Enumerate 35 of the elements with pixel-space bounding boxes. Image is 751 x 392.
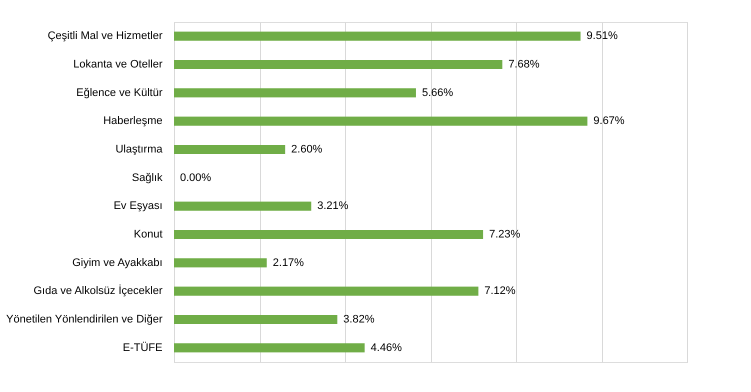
- bar: [174, 314, 338, 324]
- data-label: 7.23%: [489, 228, 520, 240]
- bar: [174, 32, 581, 41]
- y-tick-label: Yönetilen Yönlendirilen ve Diğer: [6, 314, 163, 326]
- data-label: 7.68%: [508, 58, 540, 70]
- bar: [174, 286, 478, 296]
- bar: [174, 144, 286, 154]
- data-label: 0.00%: [180, 172, 212, 184]
- y-tick-label: Lokanta ve Oteller: [73, 58, 163, 70]
- data-label: 2.17%: [272, 256, 304, 269]
- bar: [174, 88, 416, 98]
- y-tick-label: E-TÜFE: [122, 340, 162, 354]
- y-tick-label: Giyim ve Ayakkabı: [72, 256, 162, 269]
- bar: [174, 258, 267, 268]
- y-tick-label: Eğlence ve Kültür: [76, 86, 163, 99]
- y-tick-label: Konut: [134, 228, 162, 240]
- data-label: 3.21%: [317, 200, 349, 212]
- data-label: 2.60%: [291, 144, 323, 156]
- data-label: 4.46%: [370, 342, 402, 354]
- data-label: 3.82%: [343, 314, 375, 326]
- y-tick-label: Sağlık: [132, 172, 163, 184]
- bar: [174, 116, 588, 126]
- y-tick-label: Haberleşme: [103, 115, 162, 128]
- y-tick-label: Ulaştırma: [115, 144, 164, 156]
- y-tick-label: Çeşitli Mal ve Hizmetler: [48, 30, 163, 42]
- data-label: 5.66%: [422, 86, 454, 99]
- y-tick-label: Ev Eşyası: [114, 200, 162, 212]
- bar: [174, 60, 502, 70]
- y-tick-label: Gıda ve Alkolsüz İçecekler: [33, 284, 163, 298]
- data-label: 7.12%: [484, 285, 516, 298]
- bar: [174, 343, 365, 352]
- bar: [174, 230, 484, 240]
- data-label: 9.51%: [586, 30, 618, 42]
- bar: [174, 202, 312, 211]
- data-label: 9.67%: [593, 115, 625, 128]
